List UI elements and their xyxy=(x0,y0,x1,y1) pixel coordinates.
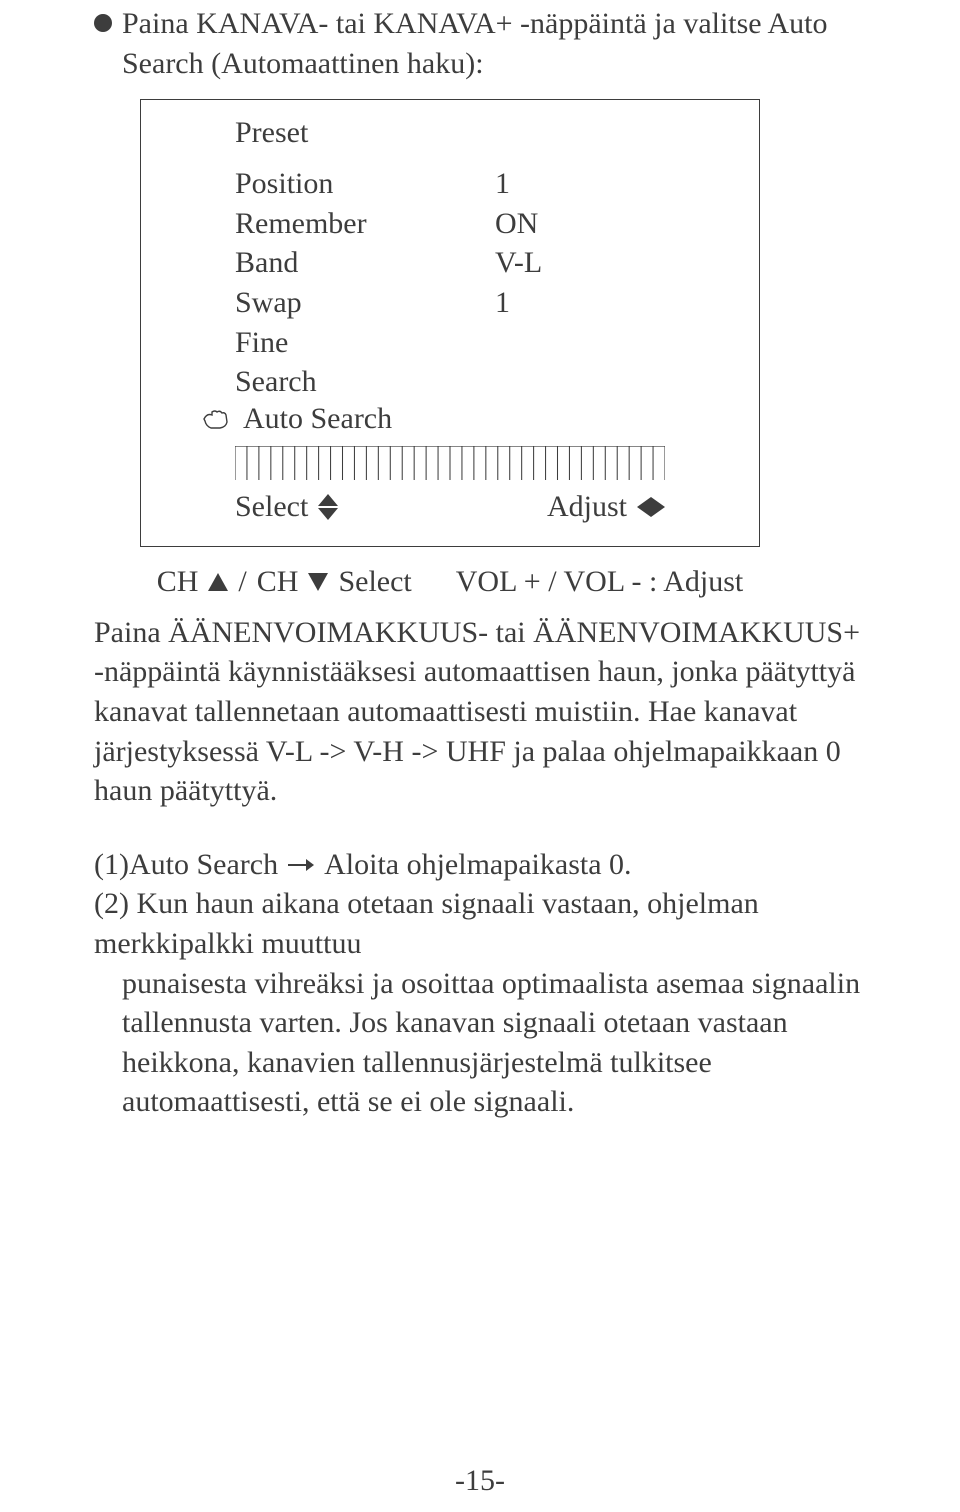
page-number: -15- xyxy=(0,1464,960,1498)
select-label: Select xyxy=(235,490,308,524)
item2-first-line: (2) Kun haun aikana otetaan signaali vas… xyxy=(94,884,866,963)
numbered-list: (1)Auto Search Aloita ohjelmapaikasta 0.… xyxy=(94,845,866,1122)
menu-key: Remember xyxy=(235,204,495,244)
numbered-item-2: (2) Kun haun aikana otetaan signaali vas… xyxy=(94,884,866,1122)
menu-auto-search-row: Auto Search xyxy=(203,402,727,436)
bullet-icon xyxy=(94,14,112,32)
osd-menu-box: Preset Position 1 Remember ON Band V-L S… xyxy=(140,99,760,547)
menu-val xyxy=(495,362,615,402)
menu-val xyxy=(495,323,615,363)
menu-row: Swap 1 xyxy=(235,283,727,323)
adjust-label: Adjust xyxy=(547,490,627,524)
adjust-group: Adjust xyxy=(547,490,665,524)
menu-title: Preset xyxy=(235,116,727,150)
select-word: Select xyxy=(338,565,411,599)
menu-rows: Position 1 Remember ON Band V-L Swap 1 F… xyxy=(235,164,727,402)
item1-suffix: Aloita ohjelmapaikasta 0. xyxy=(324,845,631,885)
menu-val: V-L xyxy=(495,243,615,283)
item1-prefix: (1)Auto Search xyxy=(94,845,278,885)
menu-row: Remember ON xyxy=(235,204,727,244)
menu-key: Search xyxy=(235,362,495,402)
ch-label-2: CH xyxy=(257,565,299,599)
item2-continuation: punaisesta vihreäksi ja osoittaa optimaa… xyxy=(94,964,866,1122)
left-right-triangles-icon xyxy=(637,497,665,517)
arrow-right-icon xyxy=(288,857,314,873)
ch-label: CH xyxy=(157,565,199,599)
progress-ticks xyxy=(235,446,665,480)
lead-text: Paina KANAVA- tai KANAVA+ -näppäintä ja … xyxy=(122,4,866,83)
menu-row: Band V-L xyxy=(235,243,727,283)
menu-val: 1 xyxy=(495,164,615,204)
menu-key: Swap xyxy=(235,283,495,323)
ch-vol-hint-row: CH / CH Select VOL + / VOL - : Adjust xyxy=(140,565,760,599)
paragraph-1: Paina ÄÄNENVOIMAKKUUS- tai ÄÄNENVOIMAKKU… xyxy=(94,613,866,811)
menu-row: Position 1 xyxy=(235,164,727,204)
menu-row: Fine xyxy=(235,323,727,363)
menu-key: Band xyxy=(235,243,495,283)
select-adjust-row: Select Adjust xyxy=(235,490,665,524)
menu-row: Search xyxy=(235,362,727,402)
menu-key: Position xyxy=(235,164,495,204)
menu-auto-search-label: Auto Search xyxy=(243,402,392,436)
hand-pointer-icon xyxy=(203,409,229,429)
vol-adjust-label: VOL + / VOL - : Adjust xyxy=(456,565,743,599)
separator: / xyxy=(238,565,246,599)
up-down-triangles-icon xyxy=(318,494,338,520)
numbered-item-1: (1)Auto Search Aloita ohjelmapaikasta 0. xyxy=(94,845,866,885)
menu-val: 1 xyxy=(495,283,615,323)
select-group: Select xyxy=(235,490,338,524)
lead-paragraph: Paina KANAVA- tai KANAVA+ -näppäintä ja … xyxy=(94,4,866,83)
menu-key: Fine xyxy=(235,323,495,363)
menu-val: ON xyxy=(495,204,615,244)
triangle-down-icon xyxy=(308,573,328,591)
triangle-up-icon xyxy=(208,573,228,591)
